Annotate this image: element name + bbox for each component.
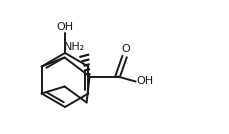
- Text: NH₂: NH₂: [64, 42, 85, 53]
- Text: OH: OH: [136, 77, 153, 87]
- Text: OH: OH: [56, 22, 73, 32]
- Text: O: O: [121, 44, 129, 55]
